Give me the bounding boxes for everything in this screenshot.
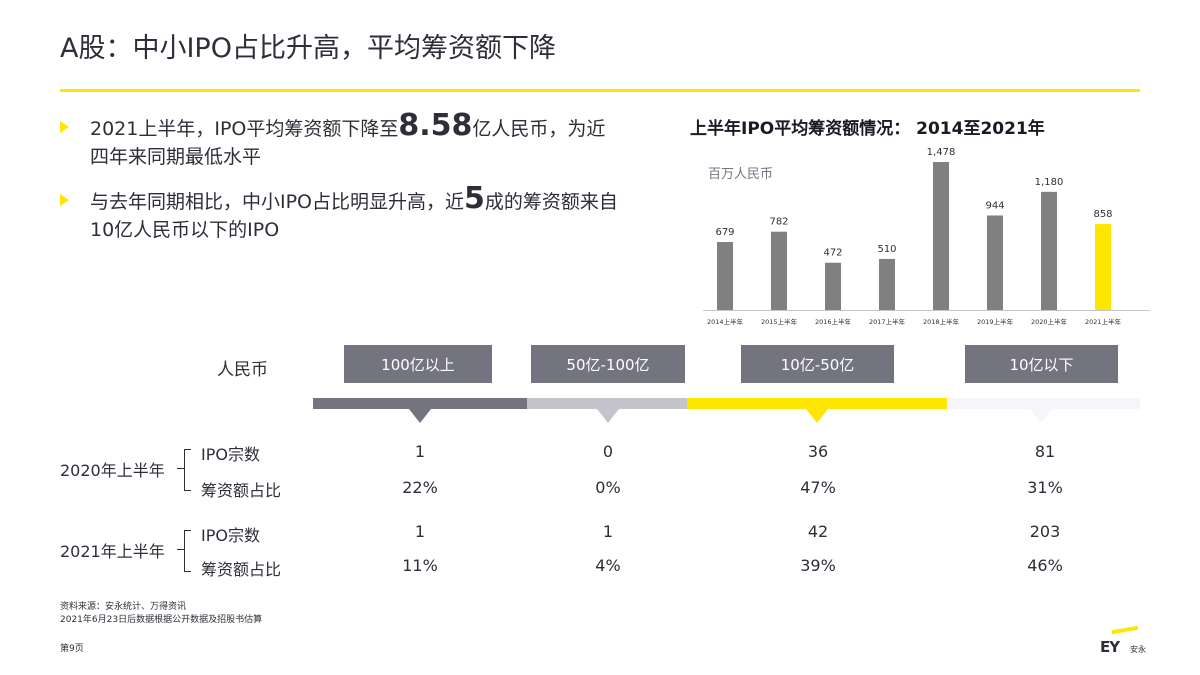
chart-data-label: 1,180 — [1035, 177, 1064, 188]
title-rule — [60, 89, 1140, 92]
category-pointer — [1030, 409, 1052, 423]
chart-category-label: 2017上半年 — [869, 317, 906, 326]
chart-data-label: 782 — [769, 217, 788, 228]
category-50-100yi: 50亿-100亿 — [531, 345, 685, 383]
page-number: 第9页 — [60, 644, 84, 654]
table-cell: 0 — [602, 442, 614, 461]
bullet-text-pre: 与去年同期相比，中小IPO占比明显升高，近 — [90, 191, 465, 213]
category-pointer — [409, 409, 431, 423]
logo-yellow-bar — [1112, 625, 1138, 635]
bullet-text-pre: 2021上半年，IPO平均筹资额下降至 — [90, 118, 399, 140]
chart-bar — [825, 262, 841, 310]
table-cell: 1 — [602, 522, 614, 541]
chart-bar — [1095, 224, 1111, 310]
ey-logo: EY 安永 — [1100, 625, 1148, 658]
chart-bar — [879, 258, 895, 310]
table-cell: 42 — [807, 522, 829, 541]
chart-category-label: 2014上半年 — [707, 317, 744, 326]
table-cell: 46% — [1027, 556, 1063, 575]
chart-category-label: 2016上半年 — [815, 317, 852, 326]
chart-category-label: 2018上半年 — [923, 317, 960, 326]
row-brace — [184, 449, 191, 491]
source-note: 资料来源：安永统计、万得资讯 2021年6月23日后数据根据公开数据及招股书估算 — [60, 601, 262, 627]
table-cell: 81 — [1034, 442, 1056, 461]
row-brace-tick — [177, 549, 185, 550]
table-cell: 39% — [800, 556, 836, 575]
category-band — [527, 398, 687, 409]
chart-bar — [933, 162, 949, 310]
row-label-ipo-count: IPO宗数 — [201, 526, 260, 545]
table-cell: 47% — [800, 478, 836, 497]
row-label-funding-share: 筹资额占比 — [201, 560, 282, 579]
bullet-item: 与去年同期相比，中小IPO占比明显升高，近5成的筹资额来自10亿人民币以下的IP… — [60, 184, 620, 244]
estimate-note: 2021年6月23日后数据根据公开数据及招股书估算 — [60, 615, 263, 625]
year-label-2021: 2021年上半年 — [60, 542, 165, 561]
chart-category-label: 2021上半年 — [1085, 317, 1122, 326]
table-cell: 0% — [595, 478, 621, 497]
table-cell: 203 — [1029, 522, 1061, 541]
chart-data-label: 858 — [1093, 209, 1112, 220]
chart-data-label: 510 — [877, 244, 896, 255]
table-cell: 4% — [595, 556, 621, 575]
category-band — [687, 398, 947, 409]
chart-data-label: 679 — [715, 227, 734, 238]
chart-data-label: 1,478 — [927, 147, 956, 158]
bullet-highlight-number: 5 — [464, 181, 485, 216]
row-label-funding-share: 筹资额占比 — [201, 481, 282, 500]
chart-data-label: 944 — [985, 200, 1004, 211]
chart-category-label: 2019上半年 — [977, 317, 1014, 326]
chart-bar — [1041, 191, 1057, 310]
table-cell: 22% — [402, 478, 438, 497]
triangle-bullet-icon — [60, 194, 69, 206]
table-cell: 36 — [807, 442, 829, 461]
logo-chinese-text: 安永 — [1130, 645, 1146, 654]
chart-unit-label: 百万人民币 — [708, 167, 774, 182]
category-10yi-below: 10亿以下 — [965, 345, 1118, 383]
category-100yi-above: 100亿以上 — [344, 345, 492, 383]
source-text: 资料来源：安永统计、万得资讯 — [60, 602, 187, 612]
chart-data-label: 472 — [823, 248, 842, 259]
chart-bar — [987, 215, 1003, 310]
category-band — [947, 398, 1140, 409]
bullet-highlight-number: 8.58 — [398, 108, 473, 143]
table-cell: 1 — [414, 442, 426, 461]
chart-category-label: 2020上半年 — [1031, 317, 1068, 326]
bullet-item: 2021上半年，IPO平均筹资额下降至8.58亿人民币，为近四年来同期最低水平 — [60, 111, 620, 171]
table-cell: 31% — [1027, 478, 1063, 497]
table-cell: 1 — [414, 522, 426, 541]
ipo-average-bar-chart: 679 2014上半年 782 2015上半年 472 2016上半年 510 2017上半年… — [703, 147, 1150, 326]
triangle-bullet-icon — [60, 121, 69, 133]
row-label-ipo-count: IPO宗数 — [201, 445, 260, 464]
page-title: A股：中小IPO占比升高，平均筹资额下降 — [60, 33, 556, 64]
category-band — [313, 398, 527, 409]
chart-bar — [771, 231, 787, 310]
chart-title: 上半年IPO平均筹资额情况： 2014至2021年 — [690, 119, 1045, 139]
year-label-2020: 2020年上半年 — [60, 461, 165, 480]
table-cell: 11% — [402, 556, 438, 575]
row-brace-tick — [177, 468, 185, 469]
chart-category-label: 2015上半年 — [761, 317, 798, 326]
row-brace — [184, 530, 191, 572]
bullet-list: 2021上半年，IPO平均筹资额下降至8.58亿人民币，为近四年来同期最低水平 … — [60, 111, 620, 258]
chart-bar — [717, 242, 733, 310]
currency-label: 人民币 — [217, 360, 268, 380]
logo-text: EY — [1100, 638, 1120, 656]
bullet-text-post: 亿人民币，为近四年来同期最低水平 — [90, 118, 606, 168]
category-pointer — [806, 409, 828, 423]
category-pointer — [597, 409, 619, 423]
category-10-50yi: 10亿-50亿 — [741, 345, 894, 383]
bullet-text-post: 成的筹资额来自10亿人民币以下的IPO — [90, 191, 618, 241]
